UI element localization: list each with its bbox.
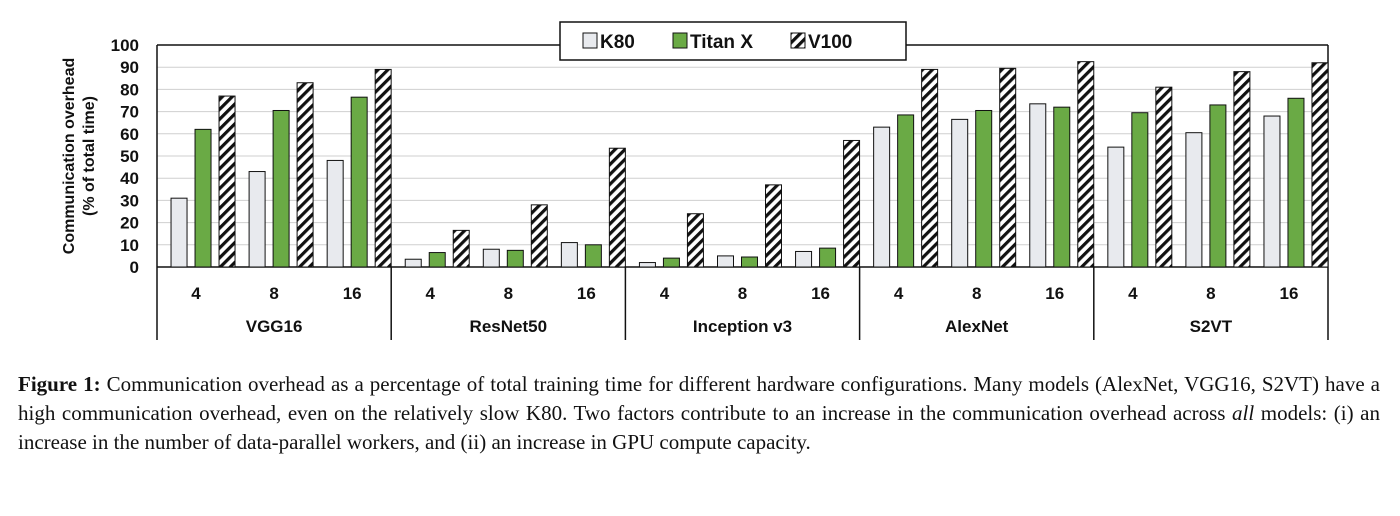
figure-caption: Figure 1: Communication overhead as a pe… [18,370,1380,457]
y-tick-label: 60 [120,125,139,144]
bar-k80 [170,197,188,268]
bar-titan-x [272,109,290,268]
legend-label: Titan X [690,32,753,53]
x-tick-label: 4 [894,284,904,303]
bar-k80 [248,171,266,268]
group-label: Inception v3 [693,317,792,336]
bar-k80 [1185,132,1203,268]
x-tick-label: 8 [504,284,513,303]
group-label: VGG16 [246,317,303,336]
legend-box [559,21,907,61]
x-tick-label: 4 [660,284,670,303]
bar-v100 [843,139,861,268]
y-tick-label: 100 [111,36,139,55]
bar-v100 [218,95,236,268]
x-tick-label: 16 [577,284,596,303]
bar-titan-x [662,257,680,268]
bar-v100 [1155,86,1173,268]
x-tick-label: 4 [425,284,435,303]
bar-v100 [1233,71,1251,268]
bar-v100 [765,184,782,268]
bar-v100 [1077,61,1095,268]
bar-k80 [404,258,422,268]
bar-titan-x [350,96,368,268]
bar-k80 [1107,146,1125,268]
bar-k80 [638,262,656,268]
y-tick-label: 0 [130,258,139,277]
bar-v100 [296,82,314,268]
bar-titan-x [1287,97,1305,268]
x-tick-label: 16 [1045,284,1064,303]
bar-v100 [608,147,626,268]
x-tick-label: 16 [811,284,830,303]
group-label: AlexNet [945,317,1009,336]
bar-k80 [482,248,500,268]
bar-v100 [1311,62,1329,268]
x-tick-label: 8 [972,284,981,303]
x-tick-label: 16 [343,284,362,303]
y-tick-label: 10 [120,236,139,255]
bar-titan-x [741,256,758,268]
y-tick-label: 70 [120,103,139,122]
x-tick-label: 8 [269,284,278,303]
y-tick-label: 80 [120,80,139,99]
bar-k80 [560,242,578,268]
y-tick-label: 40 [120,169,139,188]
x-tick-label: 16 [1280,284,1299,303]
bar-titan-x [1209,104,1227,268]
bar-titan-x [506,249,524,268]
group-label: ResNet50 [470,317,548,336]
bar-k80 [795,250,813,268]
bar-v100 [686,213,704,268]
y-axis-title-line-1: Communication overhead [61,58,78,254]
x-tick-label: 4 [1128,284,1138,303]
bar-v100 [452,229,470,268]
bar-titan-x [1131,112,1149,268]
bar-k80 [717,255,734,268]
bar-titan-x [819,247,837,268]
caption-text-2: models: (i) an increase in the number of… [18,401,1380,454]
legend: K80 Titan X V100 [559,21,907,61]
bars [170,61,1329,268]
legend-swatch-k80 [582,32,598,49]
bar-k80 [1263,115,1281,268]
bar-titan-x [897,114,915,268]
bar-titan-x [975,109,993,268]
y-axis-title: Communication overhead (% of total time) [61,58,98,254]
caption-text-1: Communication overhead as a percentage o… [18,372,1380,425]
bar-v100 [921,68,939,268]
bar-titan-x [1053,106,1071,268]
bar-titan-x [428,252,446,268]
y-tick-label: 50 [120,147,139,166]
bar-k80 [951,118,969,268]
bar-v100 [374,68,392,268]
bar-v100 [530,204,548,268]
axis-labels: 0 10 20 30 40 50 60 70 80 90 100 4 8 16 VGG16 4 8 16 ResNe… [111,36,1299,336]
bar-titan-x [584,244,602,268]
x-tick-label: 4 [191,284,201,303]
bar-k80 [873,126,891,268]
y-axis-title-line-2: (% of total time) [81,96,98,216]
legend-swatch-v100 [790,32,806,49]
bar-v100 [999,67,1017,268]
legend-swatch-titan-x [672,32,688,49]
bar-k80 [1029,103,1047,268]
bar-chart: 0 10 20 30 40 50 60 70 80 90 100 4 8 16 VGG16 4 8 16 ResNe… [61,21,1329,340]
y-tick-label: 20 [120,214,139,233]
bar-titan-x [194,128,212,268]
x-tick-label: 8 [738,284,747,303]
legend-label: V100 [808,32,852,53]
bar-k80 [326,159,344,268]
y-tick-label: 90 [120,58,139,77]
x-tick-label: 8 [1206,284,1215,303]
group-label: S2VT [1190,317,1233,336]
y-tick-label: 30 [120,191,139,210]
caption-emphasis: all [1232,401,1255,425]
legend-label: K80 [600,32,635,53]
caption-label: Figure 1: [18,372,101,396]
